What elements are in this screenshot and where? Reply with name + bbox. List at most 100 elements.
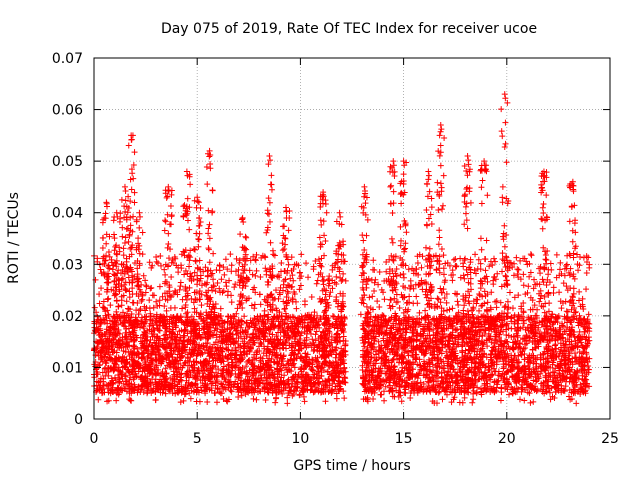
data-point bbox=[129, 285, 136, 292]
data-point bbox=[272, 399, 279, 406]
data-point bbox=[341, 395, 348, 402]
data-point bbox=[530, 285, 537, 292]
data-point bbox=[381, 397, 388, 404]
data-point bbox=[450, 256, 457, 263]
data-point bbox=[305, 274, 312, 281]
data-point bbox=[311, 309, 318, 316]
data-point bbox=[257, 301, 264, 308]
data-point bbox=[273, 395, 280, 402]
data-point bbox=[140, 272, 147, 279]
data-point bbox=[156, 283, 163, 290]
data-point bbox=[449, 305, 456, 312]
data-point bbox=[252, 257, 259, 264]
data-point bbox=[177, 399, 184, 406]
data-point bbox=[233, 255, 240, 262]
data-point bbox=[515, 266, 522, 273]
data-point bbox=[472, 251, 479, 258]
data-point bbox=[370, 257, 377, 264]
data-point bbox=[328, 333, 335, 340]
data-point bbox=[563, 308, 570, 315]
data-point bbox=[469, 399, 476, 406]
data-point bbox=[103, 360, 110, 367]
data-point bbox=[228, 299, 235, 306]
data-point bbox=[278, 260, 285, 267]
data-point bbox=[575, 267, 582, 274]
data-point bbox=[169, 354, 176, 361]
data-point bbox=[250, 395, 257, 402]
data-point bbox=[149, 292, 156, 299]
data-point bbox=[454, 298, 461, 305]
data-point bbox=[126, 294, 133, 301]
data-point bbox=[556, 266, 563, 273]
data-point bbox=[313, 280, 320, 287]
data-point bbox=[301, 398, 308, 405]
data-point bbox=[333, 395, 340, 402]
data-point bbox=[231, 284, 238, 291]
data-point bbox=[310, 348, 317, 355]
data-point bbox=[393, 273, 400, 280]
data-point bbox=[153, 254, 160, 261]
data-point bbox=[296, 286, 303, 293]
data-point bbox=[273, 287, 280, 294]
data-point bbox=[99, 260, 106, 267]
data-point bbox=[186, 263, 193, 270]
data-point bbox=[320, 276, 327, 283]
data-point bbox=[558, 305, 565, 312]
data-point bbox=[162, 390, 169, 397]
data-point bbox=[178, 265, 185, 272]
data-point bbox=[222, 279, 229, 286]
data-point bbox=[376, 303, 383, 310]
data-point bbox=[246, 267, 253, 274]
data-point bbox=[244, 359, 251, 366]
data-point bbox=[148, 284, 155, 291]
data-point bbox=[326, 273, 333, 280]
data-point bbox=[370, 396, 377, 403]
data-point bbox=[223, 283, 230, 290]
data-point bbox=[218, 276, 225, 283]
data-point bbox=[513, 254, 520, 261]
data-point bbox=[261, 307, 268, 314]
data-point bbox=[576, 288, 583, 295]
data-point bbox=[96, 291, 103, 298]
data-point bbox=[142, 277, 149, 284]
data-point bbox=[216, 267, 223, 274]
data-point bbox=[314, 277, 321, 284]
data-point bbox=[562, 298, 569, 305]
data-point bbox=[361, 343, 368, 350]
data-point bbox=[317, 314, 324, 321]
data-point bbox=[468, 307, 475, 314]
data-point bbox=[575, 322, 582, 329]
data-point bbox=[333, 273, 340, 280]
data-point bbox=[470, 396, 477, 403]
data-point bbox=[220, 363, 227, 370]
data-point bbox=[96, 300, 103, 307]
data-point bbox=[309, 336, 316, 343]
data-point bbox=[142, 289, 149, 296]
data-point bbox=[236, 344, 243, 351]
data-point bbox=[308, 294, 315, 301]
data-point bbox=[98, 285, 105, 292]
data-point bbox=[296, 269, 303, 276]
data-point bbox=[251, 301, 258, 308]
data-point bbox=[198, 302, 205, 309]
data-point bbox=[91, 327, 98, 334]
data-point bbox=[107, 302, 114, 309]
data-point bbox=[275, 295, 282, 302]
data-point bbox=[220, 396, 227, 403]
data-point bbox=[284, 400, 291, 407]
data-point bbox=[476, 291, 483, 298]
data-point bbox=[99, 369, 106, 376]
data-point bbox=[220, 264, 227, 271]
data-point bbox=[228, 262, 235, 269]
data-point bbox=[556, 289, 563, 296]
data-point bbox=[217, 305, 224, 312]
data-point bbox=[249, 271, 256, 278]
data-point bbox=[228, 363, 235, 370]
data-point bbox=[276, 309, 283, 316]
data-point bbox=[322, 398, 329, 405]
data-point bbox=[91, 304, 98, 311]
data-point bbox=[204, 398, 211, 405]
data-point bbox=[212, 363, 219, 370]
data-point bbox=[290, 277, 297, 284]
